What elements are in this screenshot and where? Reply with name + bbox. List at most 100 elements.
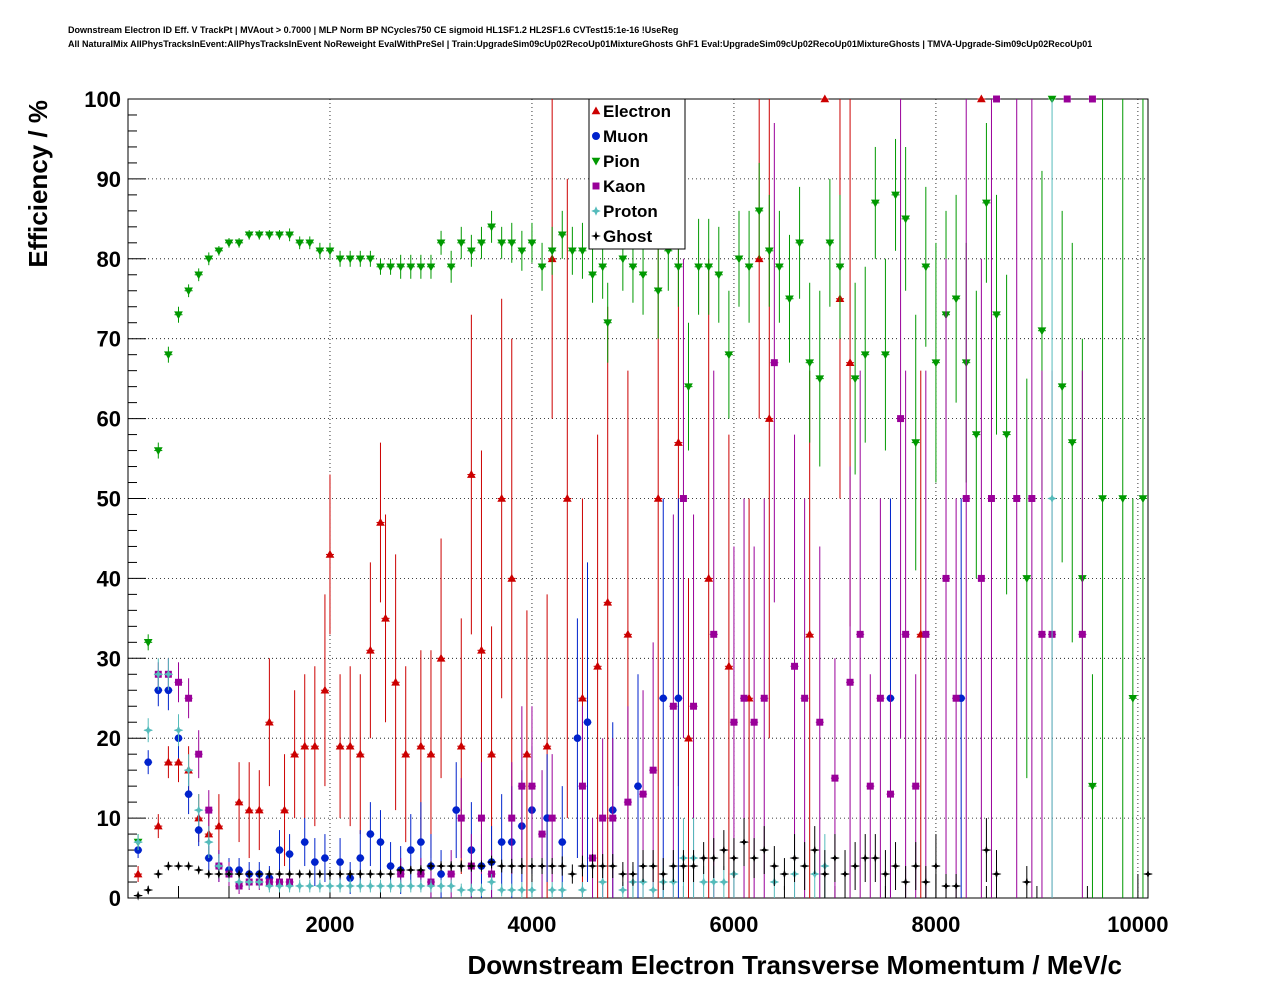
pion-point [911, 439, 921, 448]
ghost-point [526, 861, 537, 872]
electron-point [280, 805, 289, 814]
ghost-point [193, 865, 204, 876]
pion-point [870, 199, 880, 208]
pion-point [931, 359, 941, 368]
muon-point [336, 858, 344, 866]
ghost-point [799, 861, 810, 872]
kaon-point [679, 495, 687, 502]
ghost-point [375, 869, 386, 879]
y-tick-label: 90 [97, 167, 121, 192]
proton-point [406, 881, 416, 891]
proton-point [476, 885, 487, 895]
pion-point [355, 255, 365, 264]
pion-point [1022, 575, 1032, 583]
kaon-point [887, 790, 894, 798]
electron-point [436, 653, 446, 662]
pion-point [295, 239, 305, 248]
pion-point [805, 359, 815, 368]
proton-point [506, 885, 517, 895]
ghost-point [678, 861, 689, 872]
electron-point [603, 597, 613, 606]
electron-point [674, 438, 683, 446]
x-axis-title: Downstream Electron Transverse Momentum … [467, 950, 1122, 980]
proton-point [557, 885, 568, 895]
proton-point [153, 669, 164, 680]
kaon-point [866, 782, 874, 790]
muon-point [194, 826, 203, 834]
electron-point [542, 741, 552, 750]
pion-point [285, 231, 294, 240]
y-tick-label: 30 [97, 646, 121, 671]
electron-point [133, 869, 143, 878]
proton-point [416, 881, 426, 891]
pion-point [724, 351, 734, 360]
electron-point [254, 805, 264, 814]
pion-point [638, 271, 648, 280]
legend-marker-kaon [592, 182, 600, 190]
proton-point [395, 881, 406, 891]
pion-point [426, 263, 436, 272]
series-proton [133, 99, 1057, 898]
muon-point [659, 694, 668, 703]
kaon-point [993, 95, 1000, 103]
pion-point [901, 215, 910, 224]
electron-point [290, 749, 299, 758]
proton-point [446, 881, 456, 891]
electron-point [214, 821, 224, 830]
y-tick-label: 80 [97, 247, 121, 272]
pion-point [517, 247, 527, 256]
pion-point [143, 639, 153, 647]
kaon-point [846, 678, 854, 686]
electron-point [507, 573, 517, 582]
ghost-point [395, 865, 406, 876]
ghost-point [688, 861, 699, 872]
electron-point [704, 573, 714, 582]
electron-point [456, 741, 466, 750]
ghost-point [133, 890, 144, 901]
x-tick-label: 8000 [911, 912, 960, 937]
pion-point [204, 255, 214, 264]
legend: Electron Muon Pion Kaon Proton Ghost [588, 98, 686, 250]
ghost-point [436, 861, 447, 872]
electron-point [623, 629, 633, 638]
kaon-point [791, 662, 799, 670]
ghost-point [274, 869, 285, 880]
proton-point [456, 885, 467, 895]
ghost-point [668, 861, 679, 872]
ghost-point [325, 869, 335, 880]
electron-point [164, 757, 173, 766]
electron-point [366, 645, 375, 654]
ghost-point [597, 861, 608, 872]
ghost-point [244, 869, 255, 880]
electron-point [593, 661, 602, 670]
proton-point [254, 877, 265, 887]
proton-point [527, 885, 537, 895]
ghost-point [173, 861, 184, 872]
proton-point [597, 877, 608, 887]
ghost-point [880, 869, 891, 880]
ghost-point [840, 869, 850, 880]
pion-point [598, 263, 608, 272]
electron-point [320, 685, 330, 694]
muon-point [376, 838, 385, 846]
legend-marker-pion [591, 157, 601, 166]
legend-box [588, 98, 686, 250]
ghost-point [829, 853, 840, 864]
proton-point [274, 881, 285, 891]
muon-point [558, 838, 567, 846]
proton-point [204, 837, 214, 847]
ghost-point [607, 861, 618, 872]
ghost-point [153, 869, 164, 880]
proton-point [163, 669, 174, 680]
kaon-point [528, 782, 536, 790]
kaon-point [902, 630, 910, 638]
proton-point [719, 877, 729, 887]
kaon-point [730, 718, 738, 726]
ghost-point [304, 869, 315, 880]
muon-point [285, 850, 294, 858]
kaon-point [740, 694, 748, 702]
proton-point [355, 881, 366, 891]
ghost-point [203, 869, 214, 880]
electron-point [497, 493, 507, 502]
legend-marker-muon [592, 132, 600, 140]
